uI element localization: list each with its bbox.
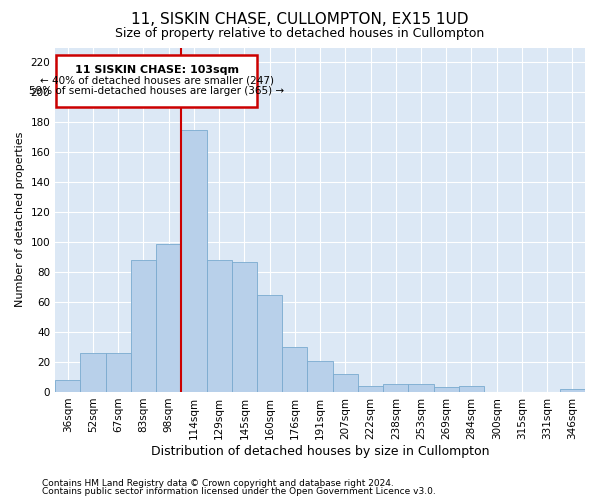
- Bar: [560, 389, 585, 392]
- Text: 11 SISKIN CHASE: 103sqm: 11 SISKIN CHASE: 103sqm: [75, 66, 239, 76]
- Bar: [409, 384, 434, 392]
- Bar: [80, 353, 106, 392]
- Bar: [282, 347, 307, 392]
- X-axis label: Distribution of detached houses by size in Cullompton: Distribution of detached houses by size …: [151, 444, 490, 458]
- Bar: [332, 374, 358, 392]
- Bar: [434, 388, 459, 392]
- Bar: [232, 262, 257, 392]
- Bar: [307, 360, 332, 392]
- Text: Contains public sector information licensed under the Open Government Licence v3: Contains public sector information licen…: [42, 487, 436, 496]
- Bar: [358, 386, 383, 392]
- Text: 59% of semi-detached houses are larger (365) →: 59% of semi-detached houses are larger (…: [29, 86, 284, 97]
- Text: Size of property relative to detached houses in Cullompton: Size of property relative to detached ho…: [115, 28, 485, 40]
- Text: ← 40% of detached houses are smaller (247): ← 40% of detached houses are smaller (24…: [40, 76, 274, 86]
- Y-axis label: Number of detached properties: Number of detached properties: [15, 132, 25, 308]
- Bar: [55, 380, 80, 392]
- Text: Contains HM Land Registry data © Crown copyright and database right 2024.: Contains HM Land Registry data © Crown c…: [42, 478, 394, 488]
- Bar: [106, 353, 131, 392]
- Bar: [131, 260, 156, 392]
- Bar: [383, 384, 409, 392]
- Bar: [156, 244, 181, 392]
- Bar: [181, 130, 206, 392]
- Bar: [257, 294, 282, 392]
- Bar: [56, 55, 257, 108]
- Text: 11, SISKIN CHASE, CULLOMPTON, EX15 1UD: 11, SISKIN CHASE, CULLOMPTON, EX15 1UD: [131, 12, 469, 28]
- Bar: [459, 386, 484, 392]
- Bar: [206, 260, 232, 392]
